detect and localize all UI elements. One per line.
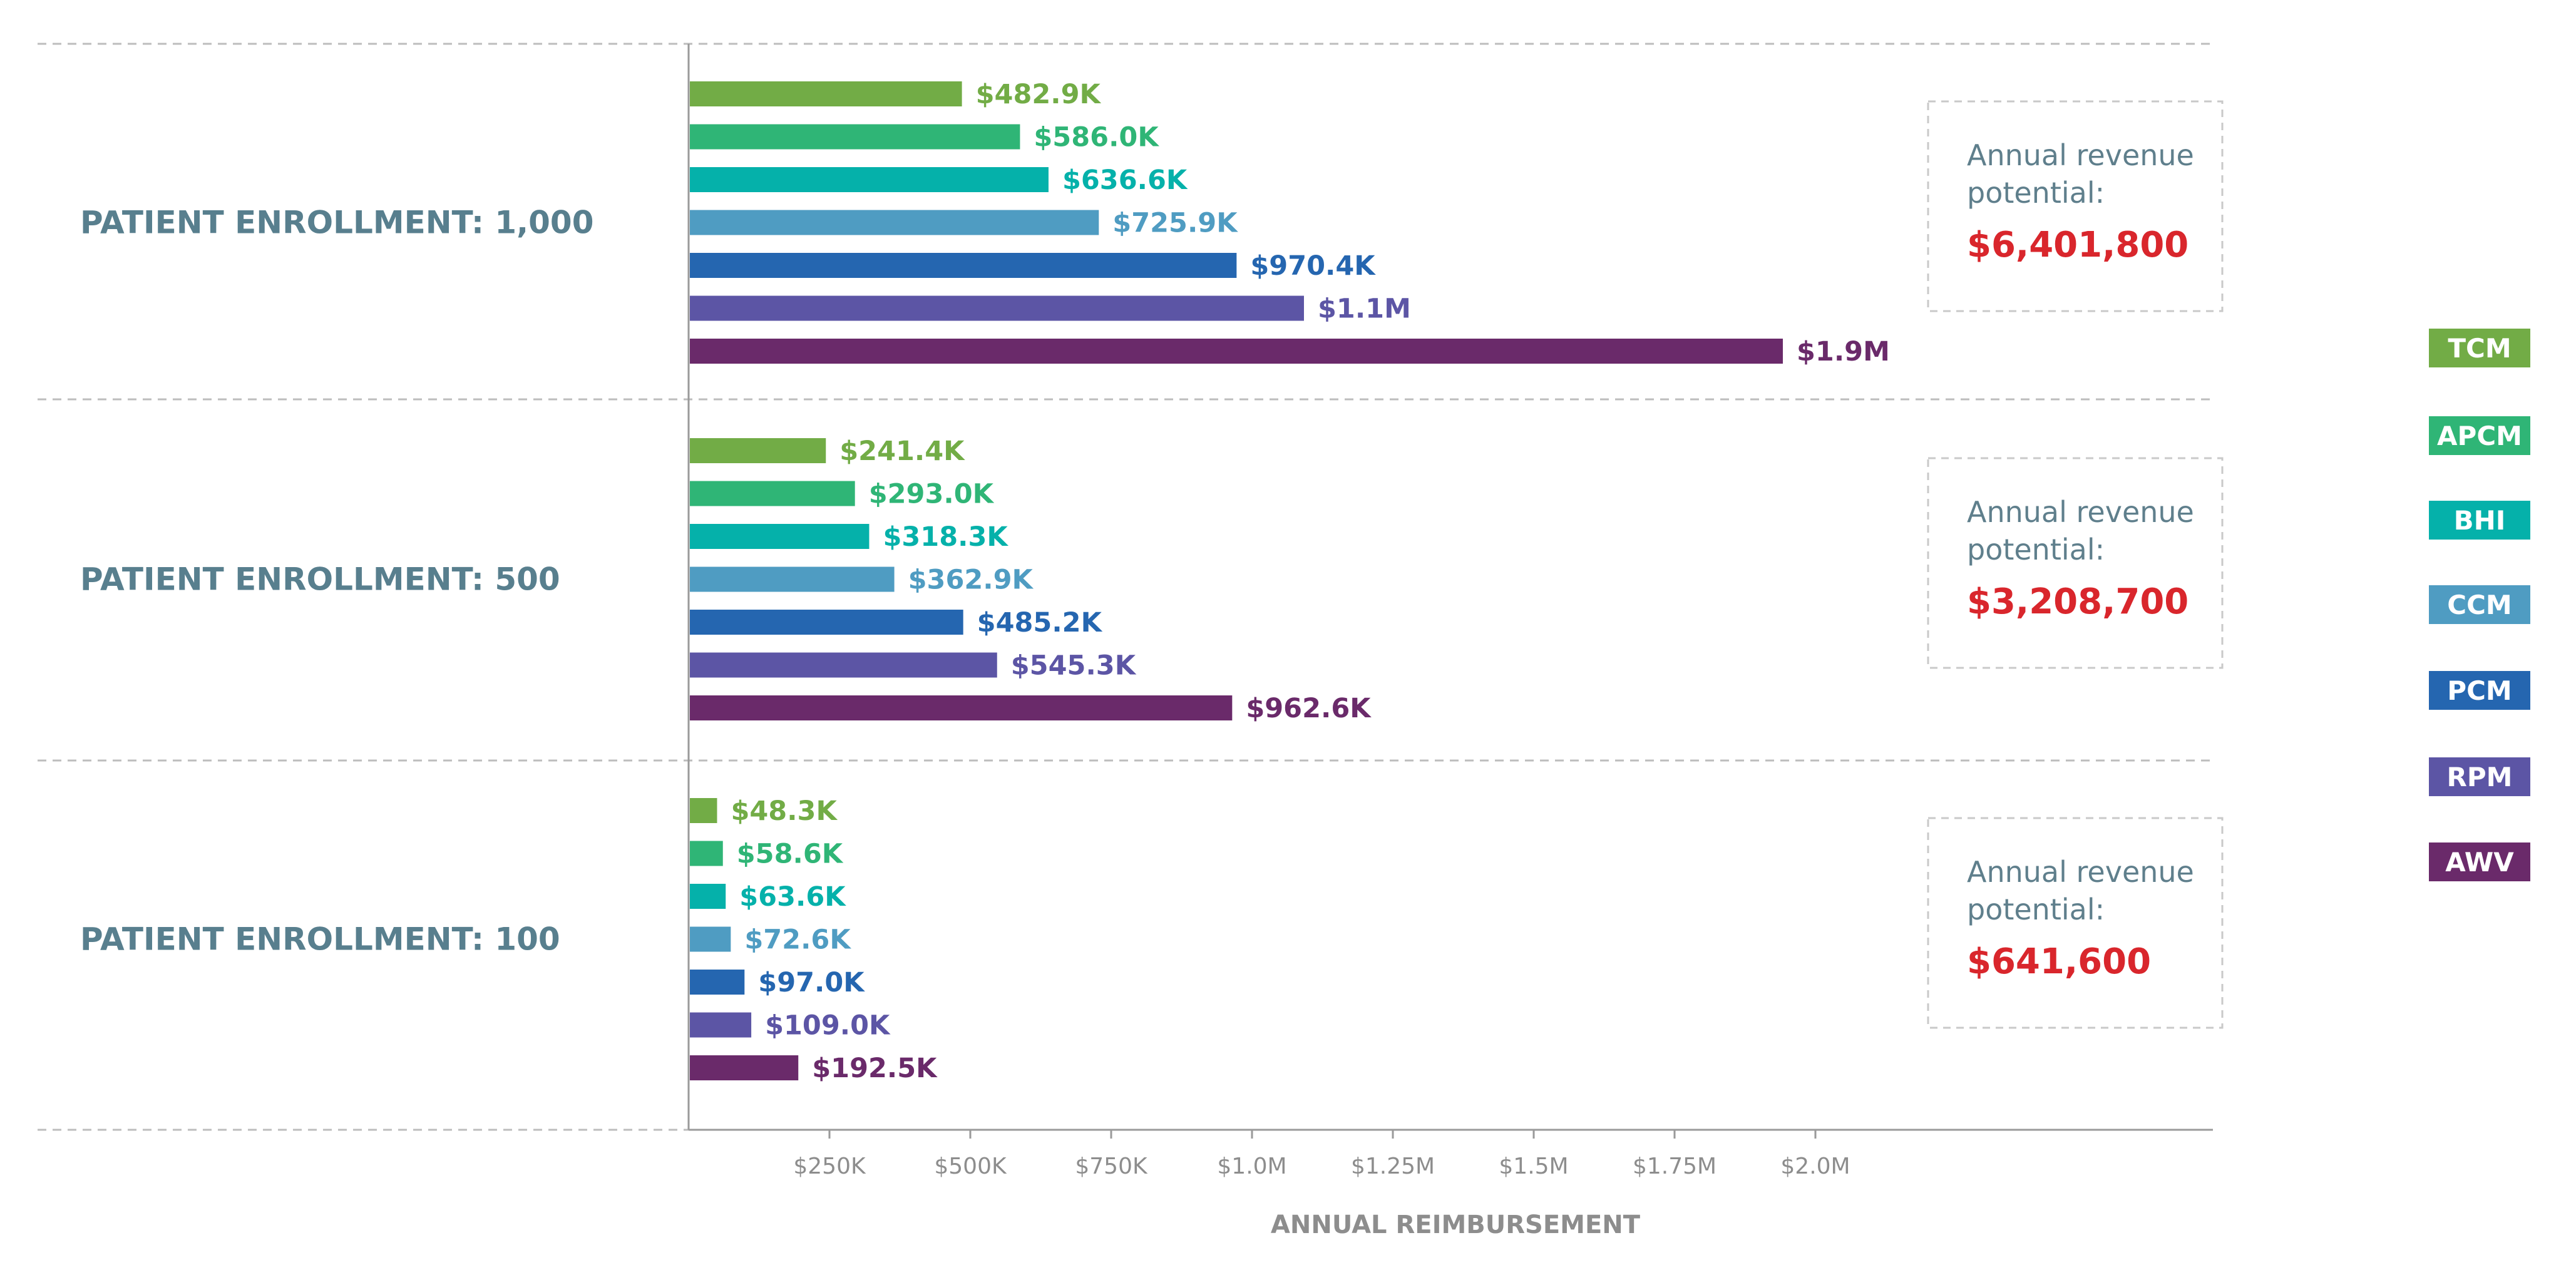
bar-value-label: $545.3K xyxy=(1011,650,1137,682)
x-tick-label: $750K xyxy=(1075,1154,1148,1179)
revenue-box xyxy=(1927,817,2224,1029)
bar-value-label: $636.6K xyxy=(1062,165,1188,196)
bar-value-label: $97.0K xyxy=(758,967,865,998)
x-tick-label: $2.0M xyxy=(1780,1154,1850,1179)
bar-value-label: $482.9K xyxy=(976,79,1102,110)
bar-value-label: $192.5K xyxy=(812,1053,938,1084)
bar-awv xyxy=(690,695,1233,720)
revenue-value: $3,208,700 xyxy=(1967,581,2189,622)
bar-pcm xyxy=(690,253,1237,278)
bar-value-label: $241.4K xyxy=(839,436,965,467)
bar-ccm xyxy=(690,566,895,592)
group-label: PATIENT ENROLLMENT: 500 xyxy=(80,561,560,598)
legend-label: CCM xyxy=(2447,590,2512,620)
legend-item-awv: AWV xyxy=(2429,842,2530,881)
x-tick-label: $1.75M xyxy=(1633,1154,1716,1179)
bar-tcm xyxy=(690,81,962,106)
bar-value-label: $48.3K xyxy=(731,796,838,827)
bar-value-label: $1.9M xyxy=(1797,336,1890,367)
bar-awv xyxy=(690,339,1783,364)
revenue-value: $6,401,800 xyxy=(1967,225,2189,265)
revenue-caption-line-1: Annual revenue xyxy=(1967,495,2194,529)
x-tick-label: $500K xyxy=(934,1154,1007,1179)
bar-rpm xyxy=(690,295,1304,321)
legend-swatch xyxy=(2429,416,2530,455)
bar-pcm xyxy=(690,610,963,635)
legend-label: AWV xyxy=(2445,847,2514,878)
bar-pcm xyxy=(690,970,745,995)
bar-apcm xyxy=(690,481,855,506)
group-label: PATIENT ENROLLMENT: 1,000 xyxy=(80,205,594,241)
bar-value-label: $485.2K xyxy=(977,607,1103,638)
legend-item-bhi: BHI xyxy=(2429,501,2530,540)
bar-bhi xyxy=(690,884,726,909)
legend-swatch xyxy=(2429,329,2530,367)
enrollment-group: PATIENT ENROLLMENT: 100 $48.3K $58.6K $63.6… xyxy=(80,796,2224,1084)
revenue-box xyxy=(1927,457,2224,669)
x-axis-title: ANNUAL REIMBURSEMENT xyxy=(1271,1211,1641,1239)
enrollment-group: PATIENT ENROLLMENT: 500 $241.4K $293.0K $31… xyxy=(80,436,2224,724)
legend-item-ccm: CCM xyxy=(2429,585,2530,624)
legend-swatch xyxy=(2429,585,2530,624)
bar-value-label: $962.6K xyxy=(1246,693,1372,724)
bar-value-label: $58.6K xyxy=(737,839,844,870)
bar-rpm xyxy=(690,652,997,678)
bar-ccm xyxy=(690,926,731,952)
x-tick-label: $250K xyxy=(793,1154,866,1179)
bar-value-label: $1.1M xyxy=(1318,294,1411,325)
revenue-caption-line-2: potential: xyxy=(1967,533,2105,566)
legend-label: PCM xyxy=(2447,675,2512,706)
bar-ccm xyxy=(690,210,1099,235)
bar-awv xyxy=(690,1055,799,1080)
bar-tcm xyxy=(690,798,717,823)
legend-item-pcm: PCM xyxy=(2429,671,2530,710)
bar-value-label: $318.3K xyxy=(883,521,1008,553)
legend-item-rpm: RPM xyxy=(2429,757,2530,796)
bar-rpm xyxy=(690,1012,752,1038)
x-tick-label: $1.5M xyxy=(1499,1154,1568,1179)
revenue-caption-line-2: potential: xyxy=(1967,176,2105,210)
enrollment-groups: PATIENT ENROLLMENT: 1,000 $482.9K $586.0K $… xyxy=(80,79,2224,1084)
legend-label: TCM xyxy=(2448,333,2511,364)
legend-item-tcm: TCM xyxy=(2429,329,2530,367)
bar-value-label: $72.6K xyxy=(744,924,851,956)
legend-item-apcm: APCM xyxy=(2429,416,2530,455)
bar-value-label: $586.0K xyxy=(1034,122,1159,153)
bar-bhi xyxy=(690,524,870,549)
group-label: PATIENT ENROLLMENT: 100 xyxy=(80,921,560,958)
bar-tcm xyxy=(690,438,826,463)
legend-label: APCM xyxy=(2437,421,2522,451)
legend-swatch xyxy=(2429,757,2530,796)
bar-value-label: $109.0K xyxy=(765,1010,891,1042)
x-tick-label: $1.25M xyxy=(1351,1154,1435,1179)
legend: TCM APCM BHI CCM PCM RPM AWV xyxy=(2429,329,2530,881)
bar-apcm xyxy=(690,124,1020,150)
revenue-caption-line-2: potential: xyxy=(1967,893,2105,926)
bar-value-label: $293.0K xyxy=(869,479,995,510)
legend-swatch xyxy=(2429,842,2530,881)
revenue-box xyxy=(1927,100,2224,312)
bar-value-label: $362.9K xyxy=(908,565,1034,596)
x-tick-label: $1.0M xyxy=(1217,1154,1286,1179)
bar-bhi xyxy=(690,167,1049,192)
bar-value-label: $725.9K xyxy=(1112,208,1238,239)
legend-label: RPM xyxy=(2447,762,2513,792)
legend-label: BHI xyxy=(2454,505,2506,536)
enrollment-group: PATIENT ENROLLMENT: 1,000 $482.9K $586.0K $… xyxy=(80,79,2224,367)
revenue-caption-line-1: Annual revenue xyxy=(1967,855,2194,889)
legend-swatch xyxy=(2429,671,2530,710)
revenue-value: $641,600 xyxy=(1967,941,2151,982)
bar-value-label: $63.6K xyxy=(739,881,846,913)
axes: $250K $500K $750K $1.0M $1.25M $1.5M $1.75M $2.… xyxy=(687,44,2213,1179)
legend-swatch xyxy=(2429,501,2530,540)
bar-value-label: $970.4K xyxy=(1250,250,1376,282)
revenue-caption-line-1: Annual revenue xyxy=(1967,138,2194,172)
bar-apcm xyxy=(690,841,723,866)
